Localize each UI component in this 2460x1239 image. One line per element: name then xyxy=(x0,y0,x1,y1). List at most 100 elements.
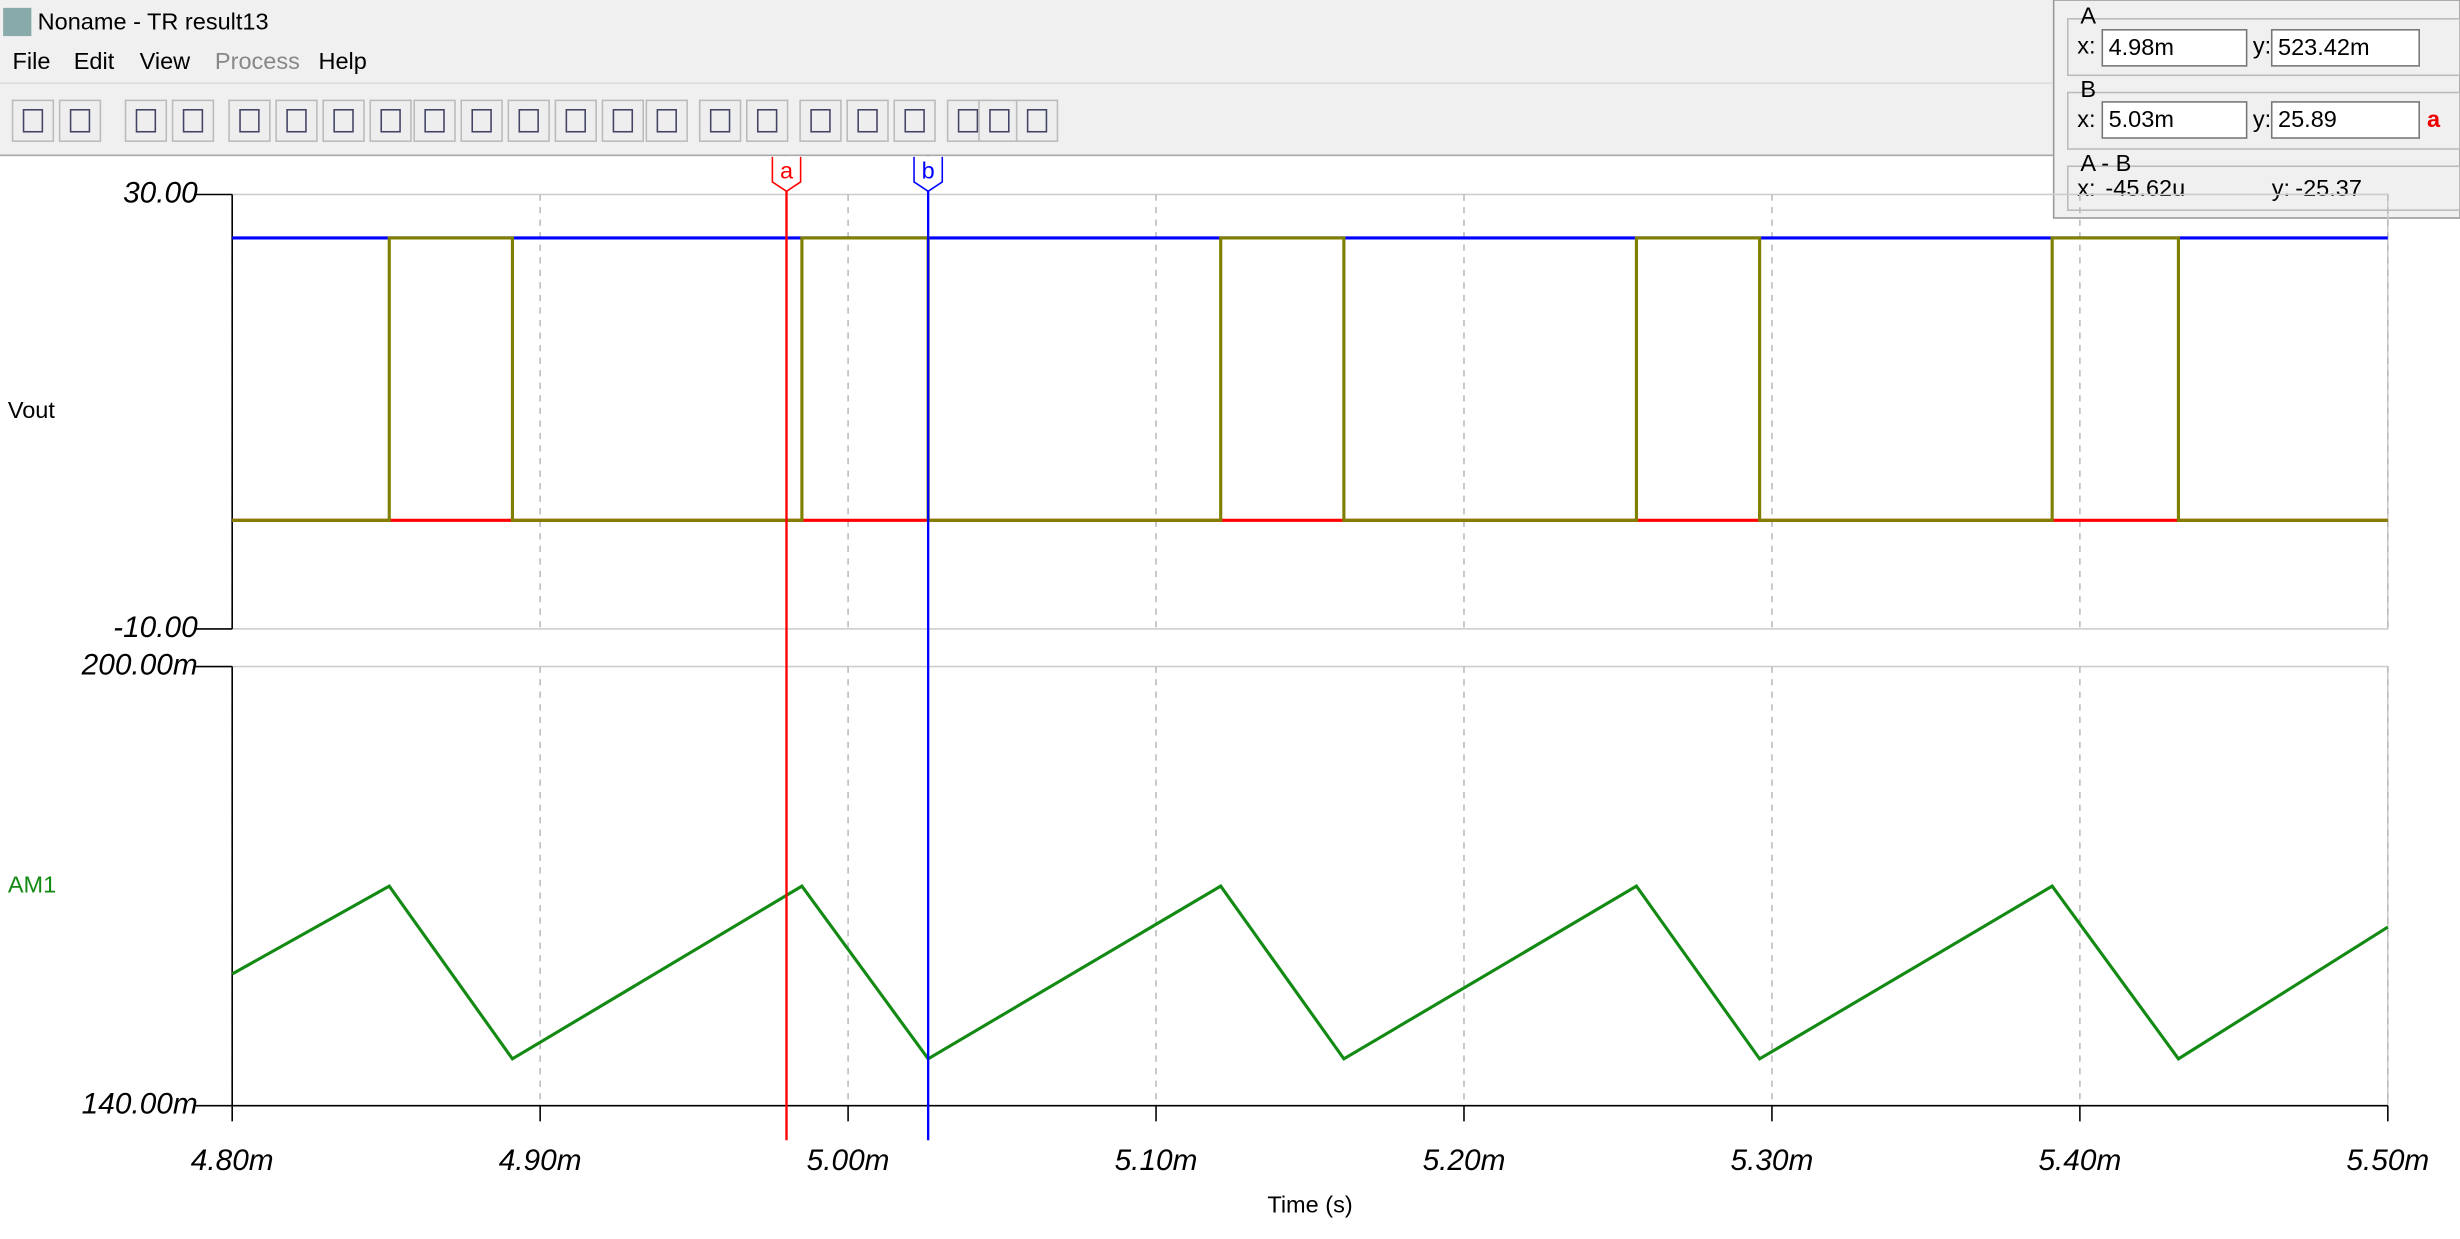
tool-glyph xyxy=(286,109,307,133)
tool-button[interactable] xyxy=(58,99,102,142)
input[interactable] xyxy=(2101,101,2248,139)
x-tick-label: 5.20m xyxy=(1423,1144,1506,1177)
tool-glyph xyxy=(810,109,831,133)
tool-glyph xyxy=(1026,109,1048,133)
group-label: A xyxy=(2080,2,2096,28)
x-tick-label: 5.50m xyxy=(2346,1144,2429,1177)
tool-glyph xyxy=(518,109,539,133)
tool-button[interactable] xyxy=(322,99,365,142)
tool-glyph xyxy=(904,109,925,133)
value: 4.98m xyxy=(2109,34,2174,60)
tool-glyph xyxy=(239,109,260,133)
tool-glyph xyxy=(380,109,401,133)
y-axis-label: AM1 xyxy=(8,871,56,897)
group-label: A - B xyxy=(2080,150,2131,176)
menu-edit[interactable]: Edit xyxy=(74,48,115,74)
cursor-label: a xyxy=(780,158,794,184)
window-title: Noname - TR result13 xyxy=(38,9,269,35)
tool-glyph xyxy=(135,109,157,133)
tool-button[interactable] xyxy=(228,99,271,142)
plot-frame xyxy=(231,193,2389,630)
cursor-flag xyxy=(913,156,944,193)
y-axis-label: Vout xyxy=(8,397,56,423)
tool-button[interactable] xyxy=(171,99,215,142)
menu-process[interactable]: Process xyxy=(215,48,300,74)
series-line xyxy=(231,884,2389,1061)
tool-glyph xyxy=(709,109,731,133)
tool-button[interactable] xyxy=(554,99,597,142)
input[interactable] xyxy=(2270,29,2420,67)
cursor-panel: A x: 4.98m y: 523.42m B x: 5.03m y: 25.8… xyxy=(2052,0,2460,219)
tool-button[interactable] xyxy=(601,99,645,142)
tool-glyph xyxy=(22,109,44,133)
y-label: y: xyxy=(2272,175,2290,201)
value: -45.62u xyxy=(2105,175,2185,201)
group-box xyxy=(2066,91,2460,150)
x-tick-label: 5.10m xyxy=(1115,1144,1198,1177)
tool-button[interactable] xyxy=(978,99,1021,142)
tool-glyph xyxy=(756,109,778,133)
y-tick-label: 200.00m xyxy=(81,648,198,681)
tool-button[interactable] xyxy=(11,99,55,142)
x-label: x: xyxy=(2077,32,2095,58)
value: -25.37 xyxy=(2295,175,2362,201)
y-tick-label: 30.00 xyxy=(123,176,198,209)
tool-glyph xyxy=(182,109,204,133)
app-icon xyxy=(3,7,32,37)
group-box xyxy=(2066,18,2460,77)
y-label: y: xyxy=(2253,32,2271,58)
group-label: B xyxy=(2080,76,2096,102)
x-tick-label: 5.40m xyxy=(2038,1144,2121,1177)
x-tick-label: 5.30m xyxy=(1731,1144,1814,1177)
tool-glyph xyxy=(612,109,634,133)
tool-button[interactable] xyxy=(1015,99,1059,142)
tool-glyph xyxy=(471,109,492,133)
tool-button[interactable] xyxy=(275,99,318,142)
menu-file[interactable]: File xyxy=(13,48,51,74)
plots: -10.00 30.00 Vout 140.00m 200.00m AM1 4.80m 4.9… xyxy=(8,156,2429,1217)
tool-button[interactable] xyxy=(645,99,688,142)
x-axis-label: Time (s) xyxy=(1267,1191,1352,1217)
y-tick-label: 140.00m xyxy=(82,1088,198,1121)
cursor-label: b xyxy=(922,158,935,184)
tool-button[interactable] xyxy=(746,99,789,142)
tool-button[interactable] xyxy=(698,99,742,142)
cursor-flag xyxy=(771,156,802,193)
tool-glyph xyxy=(656,109,677,133)
y-tick-label: -10.00 xyxy=(113,611,198,644)
group-box xyxy=(2066,165,2460,211)
tool-button[interactable] xyxy=(893,99,936,142)
input[interactable] xyxy=(2270,101,2420,139)
tool-glyph xyxy=(565,109,586,133)
tool-button[interactable] xyxy=(460,99,503,142)
y-label: y: xyxy=(2253,106,2271,132)
menu-help[interactable]: Help xyxy=(318,48,366,74)
menu-view[interactable]: View xyxy=(140,48,192,74)
tool-button[interactable] xyxy=(507,99,550,142)
swap-icon[interactable]: a xyxy=(2427,106,2441,132)
tool-glyph xyxy=(333,109,354,133)
value: 5.03m xyxy=(2109,106,2174,132)
input[interactable] xyxy=(2101,29,2248,67)
toolbar xyxy=(11,99,1059,142)
plot-frame xyxy=(231,665,2389,1107)
x-tick-label: 4.90m xyxy=(499,1144,582,1177)
x-tick-label: 4.80m xyxy=(191,1144,274,1177)
series-line xyxy=(232,236,2388,522)
x-tick-label: 5.00m xyxy=(807,1144,890,1177)
tool-button[interactable] xyxy=(413,99,456,142)
x-label: x: xyxy=(2077,106,2095,132)
tool-button[interactable] xyxy=(799,99,842,142)
tool-button[interactable] xyxy=(846,99,889,142)
value: 523.42m xyxy=(2278,34,2370,60)
tool-glyph xyxy=(424,109,445,133)
tool-glyph xyxy=(957,109,979,133)
tool-glyph xyxy=(989,109,1010,133)
tool-glyph xyxy=(857,109,878,133)
tool-button[interactable] xyxy=(369,99,412,142)
tool-glyph xyxy=(69,109,91,133)
tool-button[interactable] xyxy=(124,99,168,142)
value: 25.89 xyxy=(2278,106,2337,132)
